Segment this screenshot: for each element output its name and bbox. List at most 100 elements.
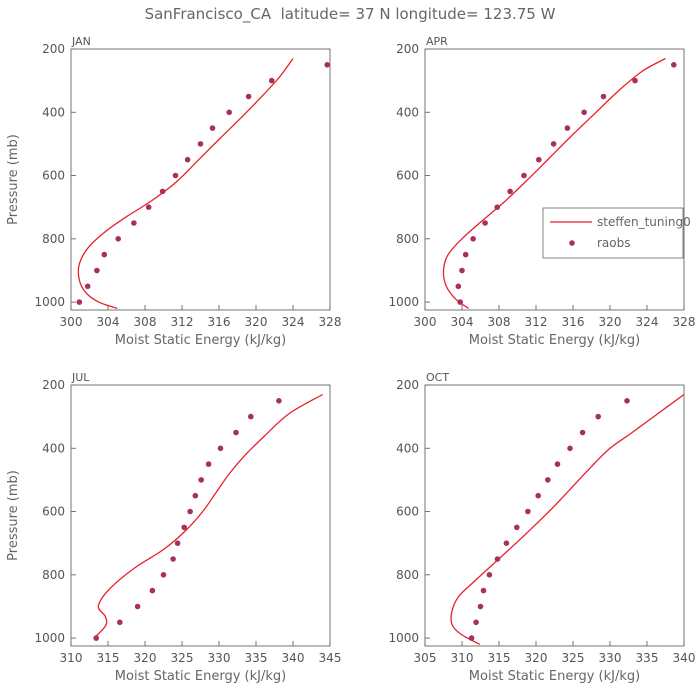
raob-point-jul (93, 635, 99, 641)
panel-oct: OCT 305 310 315 320 325 330 335 340 200 400 600 800 1… (388, 371, 695, 684)
y-tick-label: 200 (396, 42, 419, 56)
raob-point-jan (184, 156, 191, 163)
raob-point-jan (76, 299, 83, 305)
raob-point-jan (172, 172, 179, 179)
raob-point-oct (503, 540, 510, 546)
raob-point-apr (550, 141, 557, 147)
raob-point-jan (159, 188, 166, 195)
y-axis-label-jul: Pressure (mb) (6, 470, 21, 561)
plot-frame-oct (424, 384, 685, 647)
panel-title-jul: JUL (71, 371, 90, 384)
raob-point-oct (486, 572, 493, 578)
x-tick-label: 315 (97, 651, 120, 665)
x-tick-label: 315 (488, 651, 511, 665)
panel-title-apr: APR (426, 35, 448, 48)
raob-point-apr (671, 62, 677, 68)
raob-point-oct (473, 619, 479, 626)
x-tick-label: 330 (599, 651, 622, 665)
raob-point-jul (217, 445, 224, 452)
raob-point-jul (248, 413, 254, 420)
figure-title: SanFrancisco_CA latitude= 37 N longitude… (145, 5, 556, 24)
raob-point-oct (480, 587, 487, 594)
x-tick-label: 328 (673, 315, 696, 329)
raob-point-jan (197, 141, 204, 147)
raob-point-apr (632, 77, 638, 84)
x-tick-label: 320 (245, 315, 268, 329)
raob-point-jan (209, 125, 216, 131)
y-tick-label: 200 (396, 378, 419, 392)
raob-point-apr (600, 93, 607, 100)
x-axis-label-jul: Moist Static Energy (kJ/kg) (115, 669, 286, 684)
x-tick-label: 320 (525, 651, 548, 665)
raob-point-jan (226, 109, 232, 116)
panel-apr: APR 300 304 308 312 316 320 324 328 200 400 600 800 1… (388, 35, 695, 348)
x-axis-label-oct: Moist Static Energy (kJ/kg) (469, 669, 640, 684)
raob-point-oct (514, 524, 520, 531)
x-tick-label: 305 (414, 651, 437, 665)
raob-point-apr (564, 125, 571, 131)
y-tick-label: 1000 (388, 295, 419, 309)
raob-point-jan (145, 204, 152, 210)
raob-point-apr (494, 204, 501, 210)
raob-point-apr (457, 299, 464, 305)
legend-marker-swatch (569, 240, 575, 246)
x-tick-label: 328 (319, 315, 342, 329)
x-tick-label: 310 (60, 651, 83, 665)
y-tick-label: 1000 (388, 631, 419, 645)
model-line-apr (442, 57, 666, 309)
y-tick-label: 400 (42, 105, 65, 119)
y-tick-label: 600 (396, 169, 419, 183)
raob-point-jan (84, 283, 91, 290)
x-tick-label: 304 (451, 315, 474, 329)
plot-frame-jan (70, 48, 331, 311)
y-tick-label: 600 (42, 169, 65, 183)
y-tick-label: 800 (396, 568, 419, 582)
raob-point-jul (174, 540, 181, 546)
x-axis-label-apr: Moist Static Energy (kJ/kg) (469, 333, 640, 348)
raob-point-jan (324, 62, 331, 68)
raob-point-oct (525, 508, 531, 515)
raob-point-oct (545, 477, 551, 483)
x-axis-label-jan: Moist Static Energy (kJ/kg) (115, 333, 286, 348)
x-tick-label: 340 (673, 651, 696, 665)
legend-label-obs: raobs (597, 236, 631, 250)
x-tick-label: 300 (60, 315, 83, 329)
x-tick-label: 320 (134, 651, 157, 665)
x-tick-label: 324 (282, 315, 305, 329)
x-tick-label: 308 (134, 315, 157, 329)
raob-point-apr (455, 283, 462, 290)
model-line-jan (77, 58, 294, 310)
x-tick-label: 340 (282, 651, 305, 665)
raob-point-apr (507, 188, 513, 195)
model-line-jul (93, 393, 323, 639)
y-axis-label-jan: Pressure (mb) (6, 134, 21, 225)
raob-point-oct (554, 461, 561, 467)
raob-point-oct (624, 398, 630, 404)
raob-point-jul (198, 477, 204, 483)
y-tick-label: 1000 (34, 295, 65, 309)
panel-jan: JAN 300 304 308 312 316 320 324 328 200 400 600 800 1… (6, 35, 341, 348)
y-tick-label: 400 (396, 441, 419, 455)
y-tick-label: 600 (42, 505, 65, 519)
raob-point-apr (521, 172, 527, 179)
plot-frame-apr (424, 48, 685, 311)
y-tick-label: 600 (396, 505, 419, 519)
x-tick-label: 300 (414, 315, 437, 329)
x-tick-label: 345 (319, 651, 342, 665)
raob-point-oct (477, 603, 484, 610)
raob-point-oct (468, 635, 475, 641)
x-tick-label: 312 (525, 315, 548, 329)
legend-box (542, 207, 684, 259)
x-tick-label: 324 (636, 315, 659, 329)
raob-point-jul (134, 603, 141, 610)
raob-point-apr (581, 109, 587, 116)
y-tick-label: 400 (396, 105, 419, 119)
plot-frame-jul (70, 384, 331, 647)
panel-title-oct: OCT (426, 371, 449, 384)
raob-point-jul (187, 508, 193, 515)
legend-label-model: steffen_tuning0 (597, 215, 691, 229)
raob-point-oct (579, 429, 586, 436)
model-line-oct (450, 393, 685, 645)
panels: JAN 300 304 308 312 316 320 324 328 200 400 600 800 1… (6, 35, 695, 684)
x-tick-label: 316 (562, 315, 585, 329)
